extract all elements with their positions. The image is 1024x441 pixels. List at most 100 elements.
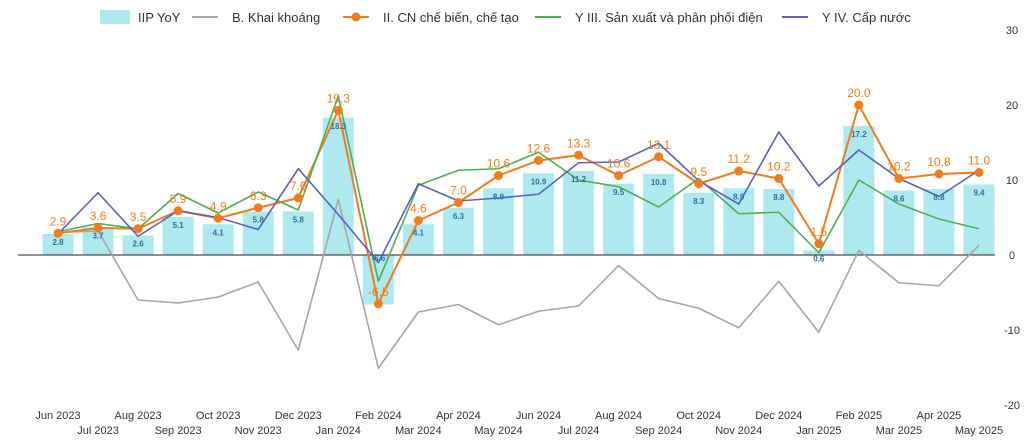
bar-label-oct-2023: 4.1 — [213, 228, 225, 237]
bar-label-sep-2023: 5.1 — [173, 221, 185, 230]
bar-label-dec-2024: 8.8 — [773, 193, 785, 202]
series-line-b-khai-khoang — [57, 198, 980, 370]
series-line-y-iv-cap-nuoc — [57, 131, 980, 264]
bar-jun-2023 — [42, 234, 74, 255]
legend-marker — [351, 12, 361, 22]
point-label-nov-2023: 6.3 — [250, 189, 267, 203]
x-tick-jan-2025: Jan 2025 — [796, 425, 841, 437]
bar-label-sep-2024: 10.8 — [651, 178, 667, 187]
bar-label-mar-2024: 4.1 — [413, 228, 425, 237]
bar-label-nov-2024: 8.9 — [733, 192, 745, 201]
bar-label-jan-2024: 18.3 — [331, 122, 347, 131]
point-label-jun-2023: 2.9 — [50, 214, 67, 228]
point-label-jan-2025: 1.5 — [810, 225, 827, 239]
bar-jan-2024 — [322, 117, 354, 255]
point-jun-2023 — [53, 228, 63, 238]
x-tick-apr-2025: Apr 2025 — [917, 410, 962, 422]
x-tick-feb-2024: Feb 2024 — [355, 410, 401, 422]
point-label-feb-2024: -6.5 — [368, 285, 389, 299]
bar-may-2025 — [963, 184, 995, 255]
point-nov-2024 — [734, 166, 744, 176]
x-tick-mar-2025: Mar 2025 — [876, 425, 922, 437]
point-may-2024 — [493, 171, 503, 180]
legend-item-y-iv-cap-nuoc: Y IV. Cấp nước — [782, 10, 911, 25]
y-tick-0: 0 — [1009, 250, 1015, 262]
y-tick-minus-20: -20 — [1004, 400, 1020, 412]
point-label-mar-2024: 4.6 — [410, 202, 427, 216]
x-tick-mar-2024: Mar 2024 — [395, 425, 441, 437]
y-tick-30: 30 — [1006, 25, 1018, 37]
bar-apr-2024 — [442, 207, 474, 255]
bar-mar-2024 — [402, 224, 434, 255]
x-tick-nov-2024: Nov 2024 — [715, 425, 762, 437]
point-label-jul-2023: 3.6 — [90, 209, 107, 223]
x-tick-dec-2023: Dec 2023 — [275, 410, 322, 422]
point-dec-2024 — [774, 174, 784, 183]
bar-label-feb-2025: 17.2 — [851, 130, 867, 139]
bar-label-may-2025: 9.4 — [973, 189, 985, 198]
point-jul-2024 — [574, 150, 584, 160]
legend-item-b-khai-khoang: B. Khai khoáng — [192, 10, 320, 25]
point-nov-2023 — [253, 203, 263, 213]
point-sep-2024 — [654, 152, 664, 162]
x-tick-jul-2023: Jul 2023 — [77, 425, 119, 437]
bar-label-jul-2024: 11.2 — [571, 175, 587, 184]
legend-label: Y III. Sản xuất và phân phối điện — [575, 10, 763, 25]
bar-label-jun-2024: 10.9 — [531, 177, 547, 186]
bar-label-feb-2024: -6.6 — [371, 254, 385, 263]
point-aug-2023 — [133, 224, 143, 234]
bar-label-may-2024: 8.9 — [493, 192, 505, 201]
x-tick-jul-2024: Jul 2024 — [558, 425, 600, 437]
bar-oct-2023 — [202, 224, 234, 255]
bar-label-apr-2024: 6.3 — [453, 212, 465, 221]
point-mar-2025 — [894, 174, 904, 183]
y-tick-20: 20 — [1006, 100, 1018, 112]
point-dec-2023 — [293, 193, 303, 203]
point-label-sep-2024: 13.1 — [647, 138, 671, 152]
x-tick-oct-2023: Oct 2023 — [196, 410, 241, 422]
bar-label-mar-2025: 8.6 — [893, 195, 905, 204]
x-tick-nov-2023: Nov 2023 — [235, 425, 282, 437]
point-jun-2024 — [534, 156, 544, 165]
x-tick-sep-2023: Sep 2023 — [155, 425, 202, 437]
point-feb-2024 — [373, 299, 383, 309]
axis-layer: 30 20 10 0 -10 -20 Jun 2023 Jul 2023 Aug 2023 Sep… — [35, 25, 1020, 437]
legend-label: B. Khai khoáng — [232, 10, 320, 25]
legend-item-ii-cn-che-bien-che-tao: II. CN chế biến, chế tạo — [343, 10, 519, 25]
bar-oct-2024 — [683, 192, 715, 255]
lines-layer — [53, 95, 984, 370]
bar-label-jun-2023: 2.8 — [52, 238, 64, 247]
point-feb-2025 — [854, 100, 864, 110]
bar-label-aug-2023: 2.6 — [133, 240, 145, 249]
point-sep-2023 — [173, 206, 183, 216]
point-oct-2024 — [694, 179, 704, 189]
bar-label-aug-2024: 9.5 — [613, 188, 625, 197]
point-label-may-2024: 10.6 — [487, 157, 511, 171]
point-jul-2023 — [93, 223, 103, 233]
x-tick-may-2025: May 2025 — [955, 425, 1003, 437]
x-tick-aug-2024: Aug 2024 — [595, 410, 642, 422]
point-label-may-2025: 11.0 — [968, 154, 991, 168]
x-tick-feb-2025: Feb 2025 — [836, 410, 882, 422]
point-jan-2025 — [814, 239, 824, 249]
point-label-apr-2025: 10.8 — [927, 155, 951, 169]
bar-label-nov-2023: 5.8 — [253, 216, 265, 225]
bar-dec-2023 — [282, 211, 314, 255]
legend-label: IIP YoY — [138, 10, 181, 25]
x-tick-jun-2024: Jun 2024 — [516, 410, 561, 422]
x-tick-jan-2024: Jan 2024 — [316, 425, 361, 437]
labels-layer: 2.8 3.7 2.6 5.1 4.1 5.8 5.8 18.3 -6.6 4.1 6.3 8.9 10… — [50, 86, 991, 299]
point-label-jul-2024: 13.3 — [567, 136, 591, 150]
series-line-y-iii-san-xuat-va-phan-phoi-dien — [57, 95, 980, 283]
point-may-2025 — [974, 168, 984, 177]
legend-label: Y IV. Cấp nước — [822, 10, 911, 25]
bar-sep-2023 — [162, 216, 194, 255]
bar-aug-2023 — [122, 235, 154, 255]
point-label-aug-2024: 10.6 — [607, 157, 631, 171]
point-aug-2024 — [614, 171, 624, 180]
point-jan-2024 — [333, 105, 343, 115]
bar-label-jul-2023: 3.7 — [92, 231, 104, 240]
point-label-apr-2024: 7.0 — [450, 184, 467, 198]
point-oct-2023 — [213, 213, 223, 223]
